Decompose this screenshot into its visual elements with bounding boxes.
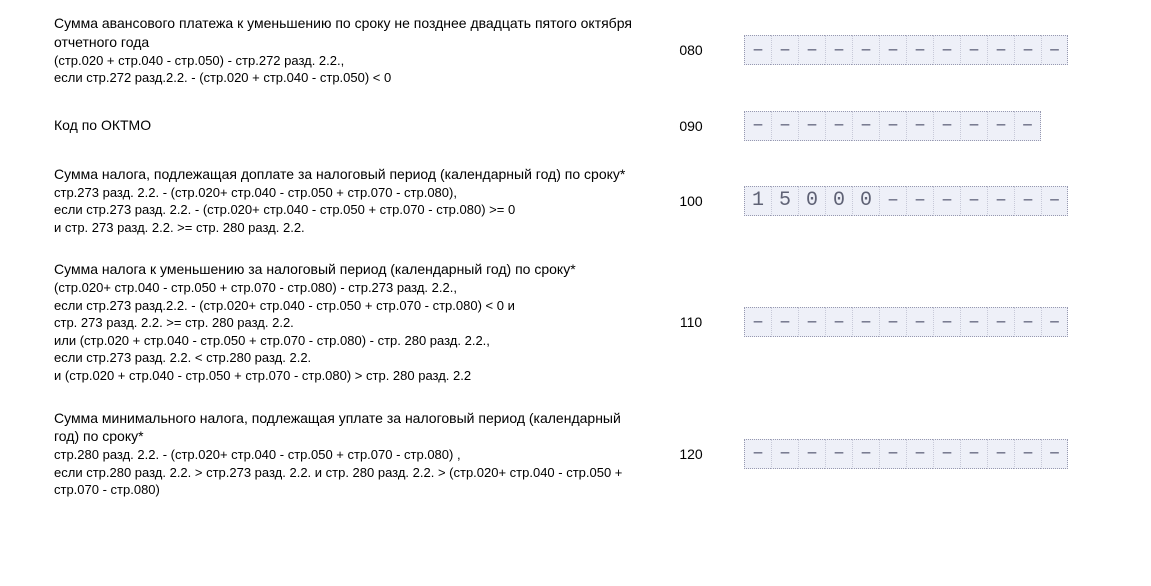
row-title: Сумма авансового платежа к уменьшению по… <box>54 14 638 52</box>
row-formula: (стр.020+ стр.040 - стр.050 + стр.070 - … <box>54 279 638 384</box>
value-cell[interactable]: – <box>771 35 798 65</box>
value-cell[interactable]: – <box>879 35 906 65</box>
value-cell[interactable]: – <box>933 307 960 337</box>
value-cell[interactable]: – <box>879 307 906 337</box>
form-row-110: Сумма налога к уменьшению за налоговый п… <box>54 260 1097 384</box>
value-cell[interactable]: – <box>771 111 798 141</box>
row-title: Сумма налога к уменьшению за налоговый п… <box>54 260 638 279</box>
row-description: Сумма минимального налога, подлежащая уп… <box>54 409 638 499</box>
value-cell[interactable]: 1 <box>744 186 771 216</box>
form-row-120: Сумма минимального налога, подлежащая уп… <box>54 409 1097 499</box>
value-cell[interactable]: – <box>825 35 852 65</box>
value-cell[interactable]: – <box>744 111 771 141</box>
value-cells[interactable]: –––––––––––– <box>744 307 1068 337</box>
row-code: 080 <box>638 42 744 58</box>
row-title: Сумма налога, подлежащая доплате за нало… <box>54 165 638 184</box>
value-cells[interactable]: –––––––––––– <box>744 35 1068 65</box>
value-cell[interactable]: – <box>879 439 906 469</box>
row-code: 110 <box>638 314 744 330</box>
value-cell[interactable]: – <box>825 439 852 469</box>
value-cell[interactable]: – <box>933 439 960 469</box>
value-cell[interactable]: – <box>744 35 771 65</box>
row-formula: (стр.020 + стр.040 - стр.050) - стр.272 … <box>54 52 638 87</box>
value-cell[interactable]: – <box>852 439 879 469</box>
value-cells[interactable]: –––––––––––– <box>744 439 1068 469</box>
form-row-080: Сумма авансового платежа к уменьшению по… <box>54 14 1097 87</box>
value-cell[interactable]: – <box>1041 439 1068 469</box>
row-description: Сумма налога к уменьшению за налоговый п… <box>54 260 638 384</box>
value-cells[interactable]: 15000––––––– <box>744 186 1068 216</box>
value-cell[interactable]: – <box>1014 439 1041 469</box>
value-cell[interactable]: – <box>906 439 933 469</box>
value-cell[interactable]: – <box>906 35 933 65</box>
value-cell[interactable]: – <box>933 35 960 65</box>
value-cell[interactable]: – <box>960 307 987 337</box>
value-cell[interactable]: – <box>1014 307 1041 337</box>
value-cell[interactable]: – <box>987 186 1014 216</box>
value-cell[interactable]: – <box>771 439 798 469</box>
value-cell[interactable]: 0 <box>825 186 852 216</box>
value-cell[interactable]: – <box>906 111 933 141</box>
row-title: Код по ОКТМО <box>54 116 638 135</box>
value-cell[interactable]: – <box>987 439 1014 469</box>
value-cell[interactable]: – <box>1041 186 1068 216</box>
form-row-100: Сумма налога, подлежащая доплате за нало… <box>54 165 1097 237</box>
value-cell[interactable]: – <box>798 307 825 337</box>
row-code: 120 <box>638 446 744 462</box>
value-cell[interactable]: – <box>933 111 960 141</box>
tax-form-fragment: Сумма авансового платежа к уменьшению по… <box>54 14 1097 499</box>
value-cell[interactable]: – <box>1014 111 1041 141</box>
value-cell[interactable]: – <box>744 439 771 469</box>
value-cell[interactable]: – <box>771 307 798 337</box>
form-row-090: Код по ОКТМО090––––––––––– <box>54 111 1097 141</box>
value-cell[interactable]: – <box>960 111 987 141</box>
row-title: Сумма минимального налога, подлежащая уп… <box>54 409 638 447</box>
value-cell[interactable]: – <box>1041 35 1068 65</box>
value-cell[interactable]: – <box>933 186 960 216</box>
value-cell[interactable]: – <box>960 35 987 65</box>
value-cell[interactable]: – <box>825 307 852 337</box>
value-cell[interactable]: 0 <box>798 186 825 216</box>
value-cell[interactable]: – <box>852 35 879 65</box>
value-cell[interactable]: – <box>987 307 1014 337</box>
row-code: 100 <box>638 193 744 209</box>
value-cell[interactable]: – <box>1014 35 1041 65</box>
value-cell[interactable]: – <box>852 111 879 141</box>
value-cell[interactable]: – <box>960 439 987 469</box>
value-cell[interactable]: – <box>906 307 933 337</box>
value-cell[interactable]: – <box>798 35 825 65</box>
value-cell[interactable]: – <box>879 111 906 141</box>
value-cell[interactable]: – <box>987 111 1014 141</box>
row-code: 090 <box>638 118 744 134</box>
value-cell[interactable]: – <box>1014 186 1041 216</box>
value-cell[interactable]: – <box>798 439 825 469</box>
value-cell[interactable]: – <box>987 35 1014 65</box>
value-cell[interactable]: – <box>825 111 852 141</box>
value-cell[interactable]: – <box>744 307 771 337</box>
value-cell[interactable]: 0 <box>852 186 879 216</box>
row-formula: стр.273 разд. 2.2. - (стр.020+ стр.040 -… <box>54 184 638 237</box>
value-cell[interactable]: – <box>906 186 933 216</box>
row-description: Сумма налога, подлежащая доплате за нало… <box>54 165 638 237</box>
value-cell[interactable]: – <box>1041 307 1068 337</box>
value-cell[interactable]: 5 <box>771 186 798 216</box>
value-cell[interactable]: – <box>798 111 825 141</box>
value-cell[interactable]: – <box>852 307 879 337</box>
row-description: Код по ОКТМО <box>54 116 638 135</box>
value-cells[interactable]: ––––––––––– <box>744 111 1041 141</box>
row-formula: стр.280 разд. 2.2. - (стр.020+ стр.040 -… <box>54 446 638 499</box>
row-description: Сумма авансового платежа к уменьшению по… <box>54 14 638 87</box>
value-cell[interactable]: – <box>879 186 906 216</box>
value-cell[interactable]: – <box>960 186 987 216</box>
